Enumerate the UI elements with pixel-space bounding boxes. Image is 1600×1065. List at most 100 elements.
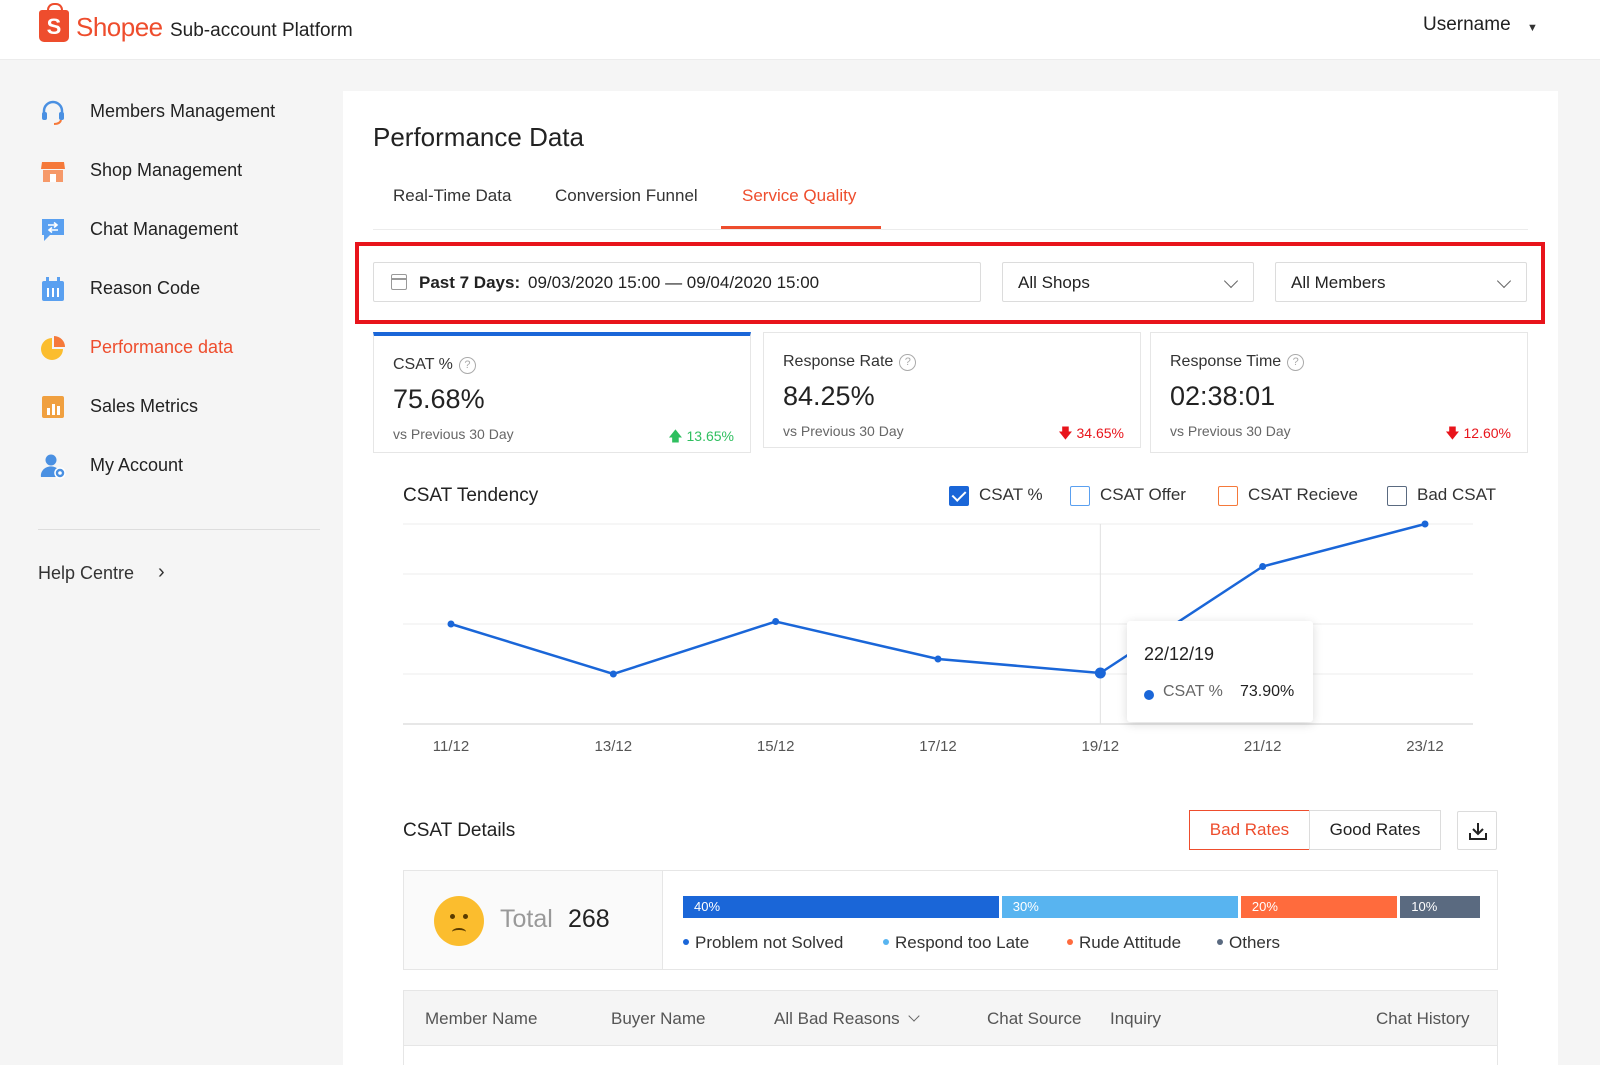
checkbox-checked-icon[interactable] [949, 486, 969, 506]
tooltip-date: 22/12/19 [1144, 644, 1215, 664]
chart-tooltip: 22/12/19 CSAT % 73.90% [1127, 621, 1313, 722]
total-summary: Total 268 [404, 871, 663, 969]
details-table-header: Member Name Buyer Name All Bad Reasons C… [403, 990, 1498, 1045]
metric-label-text: Response Time [1170, 353, 1282, 370]
details-title: CSAT Details [403, 820, 516, 841]
chart-title: CSAT Tendency [403, 485, 539, 506]
face-eye [450, 914, 455, 919]
shops-select[interactable]: All Shops [1002, 262, 1254, 302]
x-tick-label: 15/12 [757, 738, 795, 755]
data-point [609, 670, 617, 678]
filter-highlight-box [355, 242, 1545, 324]
download-button[interactable] [1457, 811, 1497, 850]
arrow-up-icon: 🡅 [668, 428, 687, 444]
column-chat-history[interactable]: Chat History [1376, 1009, 1470, 1028]
active-tab-indicator [721, 226, 881, 229]
members-select[interactable]: All Members [1275, 262, 1527, 302]
metric-card-response-time[interactable]: Response Time? 02:38:01 vs Previous 30 D… [1150, 332, 1528, 453]
sidebar-item-shop-management[interactable]: Shop Management [36, 152, 326, 192]
metric-card-response-rate[interactable]: Response Rate? 84.25% vs Previous 30 Day… [763, 332, 1141, 448]
sidebar-item-sales-metrics[interactable]: Sales Metrics [36, 388, 326, 428]
metric-card-csat[interactable]: CSAT %? 75.68% vs Previous 30 Day 🡅 13.6… [373, 332, 751, 453]
metric-change-value: 34.65% [1076, 425, 1124, 441]
breakdown-segment[interactable]: 20% [1240, 896, 1398, 918]
help-icon[interactable]: ? [1287, 354, 1305, 371]
platform-title: Sub-account Platform [170, 20, 353, 41]
tab-service-quality[interactable]: Service Quality [742, 186, 857, 205]
legend-dot [1217, 939, 1223, 945]
date-range-picker[interactable]: Past 7 Days: 09/03/2020 15:00 — 09/04/20… [373, 262, 981, 302]
sad-face-icon [434, 896, 484, 946]
column-inquiry[interactable]: Inquiry [1110, 1009, 1162, 1028]
x-tick-label: 23/12 [1406, 738, 1444, 755]
column-buyer-name[interactable]: Buyer Name [611, 1009, 706, 1028]
metric-comparison: vs Previous 30 Day [783, 423, 904, 439]
column-chat-source[interactable]: Chat Source [987, 1009, 1082, 1028]
metric-comparison: vs Previous 30 Day [1170, 423, 1291, 439]
top-header: S Shopee Sub-account Platform Username ▼ [0, 0, 1600, 60]
legend-label: CSAT Recieve [1248, 485, 1358, 504]
date-range-value: 09/03/2020 15:00 — 09/04/2020 15:00 [528, 273, 820, 292]
checkbox-icon[interactable] [1218, 486, 1238, 506]
logo-glyph: S [46, 14, 62, 39]
username-menu[interactable]: Username [1423, 14, 1511, 35]
breakdown-label: Respond too Late [895, 933, 1030, 952]
shopee-logo-icon[interactable]: S [39, 3, 69, 42]
sidebar-item-reason-code[interactable]: Reason Code [36, 270, 326, 310]
checkbox-icon[interactable] [1387, 486, 1407, 506]
download-icon [1469, 823, 1487, 840]
caret-down-icon[interactable]: ▼ [1527, 22, 1538, 34]
metric-value: 84.25% [783, 381, 875, 411]
breakdown-segment[interactable]: 40% [683, 896, 999, 918]
sidebar-item-my-account[interactable]: My Account [36, 447, 326, 487]
tab-real-time-data[interactable]: Real-Time Data [393, 186, 512, 205]
sidebar-item-members-management[interactable]: Members Management [36, 93, 326, 133]
breakdown-label: Rude Attitude [1079, 933, 1182, 952]
breakdown-segment[interactable]: 10% [1400, 896, 1480, 918]
column-member-name[interactable]: Member Name [425, 1009, 538, 1028]
metric-change-value: 13.65% [686, 428, 734, 444]
legend-label: Bad CSAT [1417, 485, 1497, 504]
tab-conversion-funnel[interactable]: Conversion Funnel [555, 186, 698, 205]
data-point [772, 618, 780, 625]
tooltip-series-dot [1144, 690, 1154, 700]
legend-label: CSAT Offer [1100, 485, 1186, 504]
metric-label: Response Time? [1170, 353, 1305, 371]
members-select-value: All Members [1291, 273, 1386, 292]
metric-value: 02:38:01 [1170, 381, 1276, 411]
chat-icon [42, 219, 64, 241]
sidebar-item-label: Chat Management [90, 219, 239, 239]
metric-label: CSAT %? [393, 356, 476, 374]
x-tick-label: 19/12 [1082, 738, 1120, 755]
sidebar-item-label: Members Management [90, 101, 276, 121]
legend-dot [1067, 939, 1073, 945]
bad-rates-button[interactable]: Bad Rates [1189, 810, 1310, 850]
breakdown-legend-item: Problem not Solved [683, 933, 843, 953]
breakdown-legend-item: Respond too Late [883, 933, 1029, 953]
legend-label: CSAT % [979, 485, 1043, 504]
tab-divider [373, 229, 1528, 230]
tooltip-value: 73.90% [1240, 683, 1295, 700]
breakdown-legend-item: Others [1217, 933, 1280, 953]
chevron-right-icon[interactable]: › [158, 561, 165, 583]
shopee-logo-text[interactable]: Shopee [76, 12, 163, 42]
help-centre-link[interactable]: Help Centre [38, 563, 135, 583]
sidebar-item-chat-management[interactable]: Chat Management [36, 211, 326, 251]
sidebar-divider [38, 529, 320, 530]
x-tick-label: 11/12 [433, 738, 469, 755]
checkbox-icon[interactable] [1070, 486, 1090, 506]
sidebar-item-label: Performance data [90, 337, 234, 357]
breakdown-label: Others [1229, 933, 1281, 952]
column-bad-reasons-filter[interactable]: All Bad Reasons [774, 1009, 920, 1029]
sidebar-item-performance-data[interactable]: Performance data [36, 329, 326, 369]
metric-value: 75.68% [393, 384, 485, 414]
metric-change: 🡇 12.60% [1445, 423, 1511, 447]
sidebar-item-label: Sales Metrics [90, 396, 199, 416]
csat-tendency-chart[interactable]: 11/12 13/12 15/12 17/12 19/12 21/12 23/12 [373, 520, 1503, 770]
help-icon[interactable]: ? [458, 357, 476, 374]
good-rates-button[interactable]: Good Rates [1309, 810, 1441, 850]
headset-icon [42, 100, 64, 125]
breakdown-segment[interactable]: 30% [1001, 896, 1238, 918]
calendar-icon [391, 274, 407, 290]
help-icon[interactable]: ? [899, 354, 917, 371]
